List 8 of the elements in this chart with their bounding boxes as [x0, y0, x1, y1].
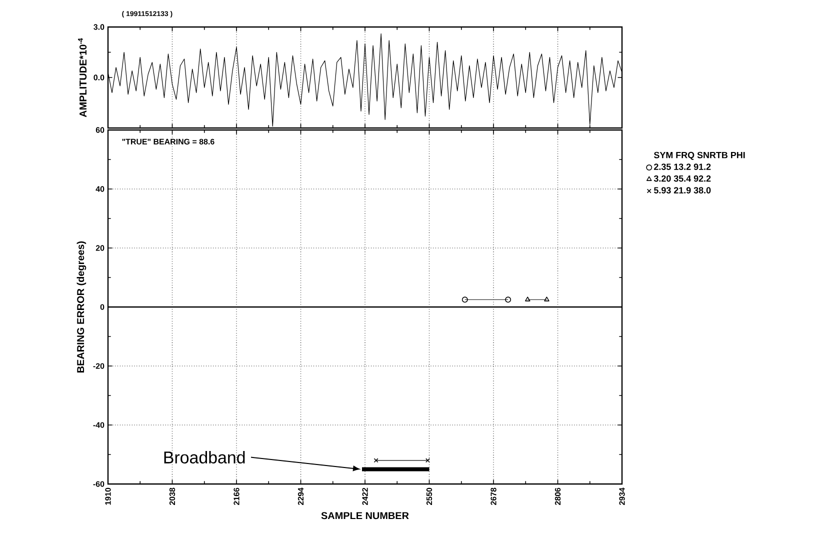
legend-title: SYM FRQ SNRTB PHI: [654, 152, 745, 160]
x-axis-title: SAMPLE NUMBER: [321, 512, 409, 520]
legend-label: 5.93 21.9 38.0: [654, 187, 711, 194]
y-axis-title: AMPLITUDE*10$^{-4}$: [78, 38, 87, 118]
annotation: Broadband: [164, 451, 245, 464]
legend-label: 2.35 13.2 91.2: [654, 164, 711, 170]
legend-label: 3.20 35.4 92.2: [654, 175, 711, 182]
y-axis-title: BEARING ERROR (degrees): [76, 241, 86, 372]
